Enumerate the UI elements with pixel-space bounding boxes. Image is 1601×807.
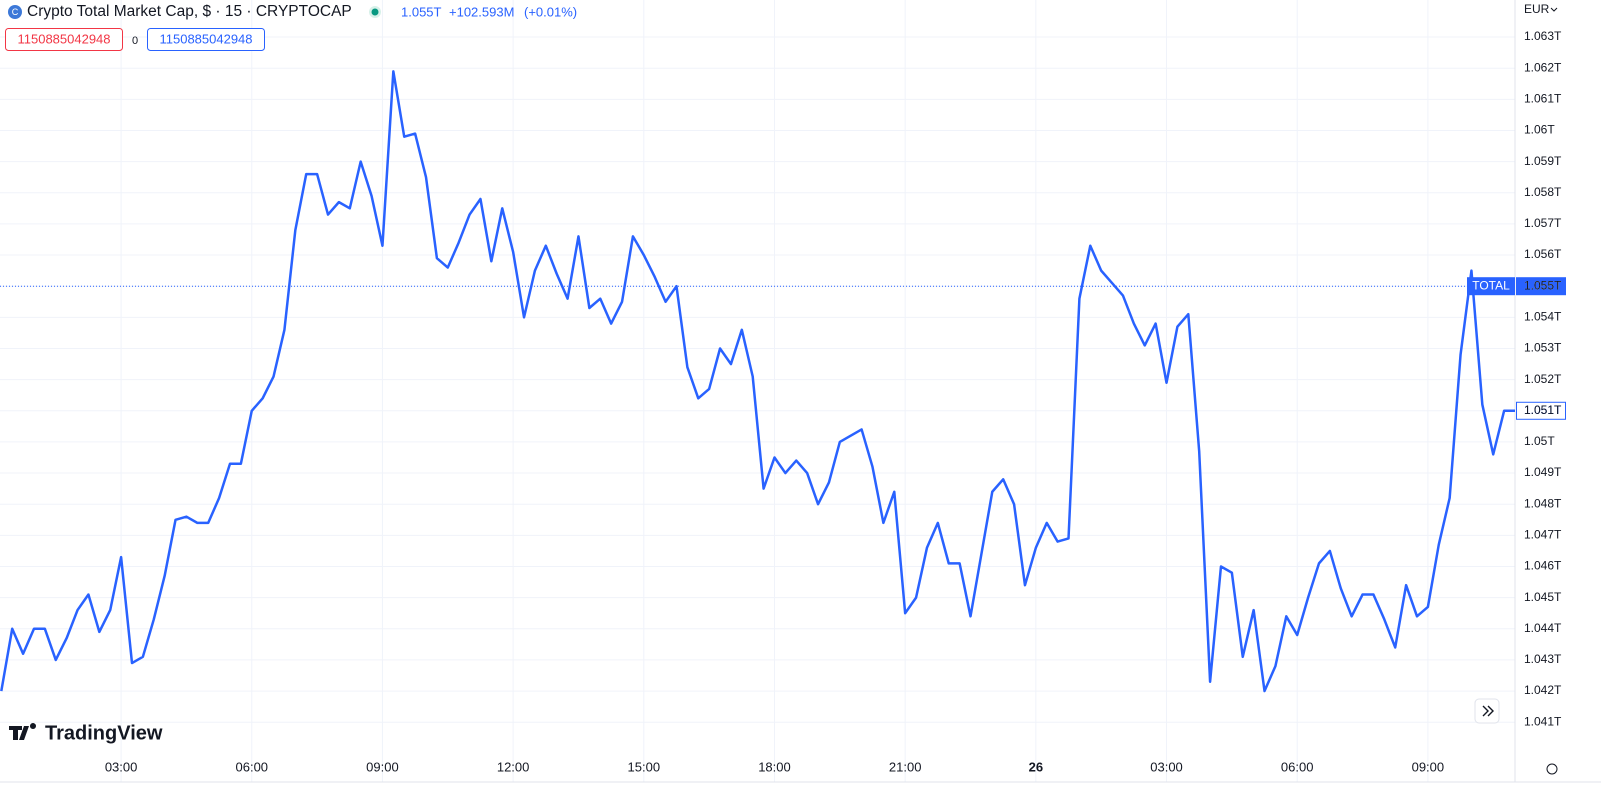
y-tick-label: 1.059T: [1524, 154, 1562, 168]
y-tick-label: 1.048T: [1524, 496, 1562, 510]
series-name-badge-text: TOTAL: [1472, 278, 1510, 292]
settings-icon[interactable]: [1546, 763, 1558, 775]
y-tick-label: 1.045T: [1524, 590, 1562, 604]
y-tick-label: 1.041T: [1524, 714, 1562, 728]
series-name-badge: [1467, 277, 1515, 296]
y-tick-label: 1.055T: [1524, 278, 1562, 292]
legend-last: 1.055T: [401, 4, 442, 19]
y-tick-label: 1.057T: [1524, 216, 1562, 230]
y-tick-label: 1.043T: [1524, 652, 1562, 666]
currency-caret[interactable]: [1550, 7, 1558, 12]
x-tick-label: 03:00: [1150, 759, 1183, 774]
x-tick-label: 21:00: [889, 759, 922, 774]
y-tick-label: 1.046T: [1524, 559, 1562, 573]
last-value-badge-text: 1.051T: [1524, 403, 1562, 417]
badge-right-text: 1150885042948: [159, 31, 252, 46]
badge-mid-text: 0: [132, 35, 138, 47]
x-tick-label: 12:00: [497, 759, 530, 774]
y-tick-label: 1.061T: [1524, 92, 1562, 106]
badge-left-text: 1150885042948: [17, 31, 110, 46]
x-tick-label: 06:00: [236, 759, 269, 774]
y-tick-label: 1.058T: [1524, 185, 1562, 199]
chart-title: Crypto Total Market Cap, $ · 15 · CRYPTO…: [27, 3, 352, 20]
price-badge: [1516, 277, 1566, 296]
badge-right: [147, 28, 265, 51]
x-tick-label: 03:00: [105, 759, 138, 774]
status-dot: [371, 8, 379, 16]
legend-change-pct: (+0.01%): [524, 4, 577, 19]
price-badge-text: 1.055T: [1524, 278, 1562, 292]
scroll-button[interactable]: [1474, 698, 1500, 724]
brand-name: TradingView: [45, 722, 163, 744]
y-tick-label: 1.063T: [1524, 29, 1562, 43]
last-value-badge: [1516, 401, 1566, 420]
y-tick-label: 1.044T: [1524, 621, 1562, 635]
y-tick-label: 1.054T: [1524, 310, 1562, 324]
brand-logo: [9, 723, 36, 740]
currency-label[interactable]: EUR: [1524, 2, 1550, 16]
y-tick-label: 1.051T: [1524, 403, 1562, 417]
x-tick-label: 09:00: [1412, 759, 1445, 774]
x-tick-label: 18:00: [758, 759, 791, 774]
symbol-icon-glyph: C: [12, 7, 19, 17]
y-tick-label: 1.056T: [1524, 247, 1562, 261]
y-tick-label: 1.053T: [1524, 341, 1562, 355]
y-tick-label: 1.049T: [1524, 465, 1562, 479]
price-line-series: [0, 70, 1515, 693]
scroll-icon[interactable]: [1482, 705, 1494, 717]
y-tick-label: 1.06T: [1524, 123, 1555, 137]
legend-change: +102.593M: [449, 4, 514, 19]
badge-left: [5, 28, 123, 51]
x-tick-label: 26: [1029, 759, 1043, 774]
y-tick-label: 1.047T: [1524, 528, 1562, 542]
x-tick-label: 06:00: [1281, 759, 1314, 774]
y-tick-label: 1.062T: [1524, 60, 1562, 74]
y-tick-label: 1.052T: [1524, 372, 1562, 386]
y-tick-label: 1.042T: [1524, 683, 1562, 697]
y-tick-label: 1.05T: [1524, 434, 1555, 448]
x-tick-label: 15:00: [628, 759, 661, 774]
x-tick-label: 09:00: [366, 759, 399, 774]
symbol-icon: [8, 5, 22, 19]
